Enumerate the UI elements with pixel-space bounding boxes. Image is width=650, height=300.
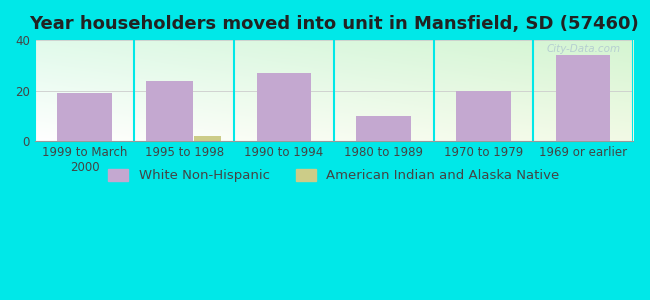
Bar (57, 93, 112, 142)
Title: Year householders moved into unit in Mansfield, SD (57460): Year householders moved into unit in Man… (29, 15, 639, 33)
Bar (194, 136, 221, 142)
Bar (146, 81, 192, 142)
Bar (556, 55, 610, 142)
Bar (356, 116, 411, 142)
Bar (257, 73, 311, 142)
Bar (456, 91, 511, 142)
Legend: White Non-Hispanic, American Indian and Alaska Native: White Non-Hispanic, American Indian and … (103, 164, 565, 188)
Text: City-Data.com: City-Data.com (547, 44, 621, 54)
